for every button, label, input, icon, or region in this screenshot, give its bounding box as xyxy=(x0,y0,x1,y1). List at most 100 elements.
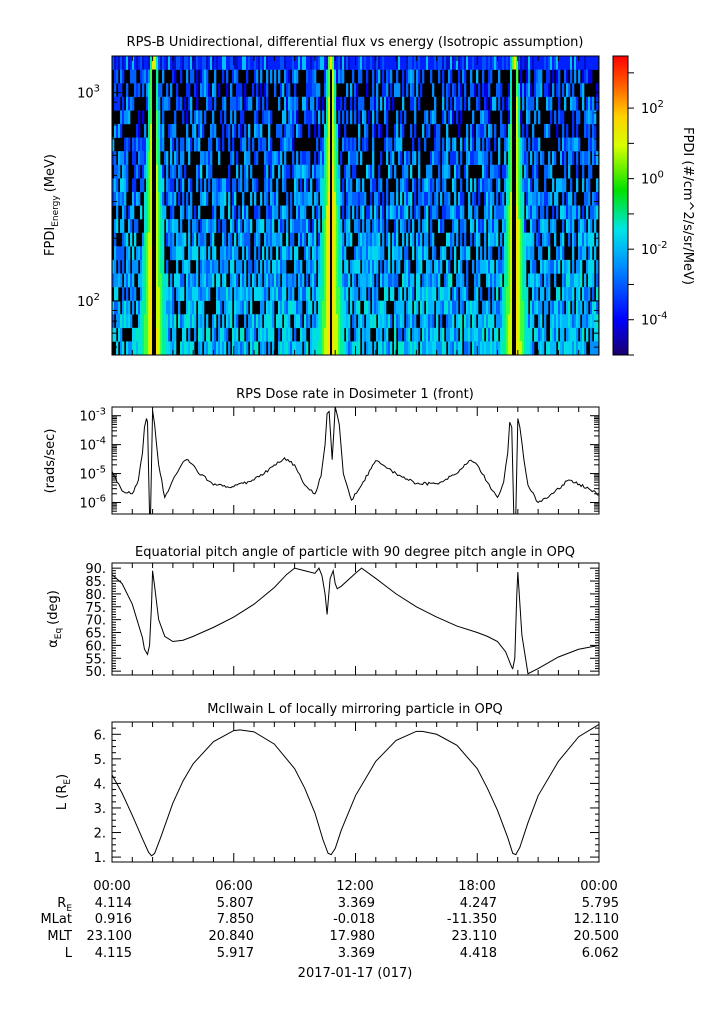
heat-cell xyxy=(296,123,299,138)
heat-cell xyxy=(402,178,405,193)
heat-cell xyxy=(454,219,457,233)
heat-cell xyxy=(432,151,435,166)
heat-cell xyxy=(170,273,173,288)
heat-cell xyxy=(186,273,189,288)
heat-cell xyxy=(204,259,207,274)
heat-cell xyxy=(278,69,281,84)
heat-cell xyxy=(256,123,259,138)
heat-cell xyxy=(450,96,453,111)
heat-cell xyxy=(426,232,429,247)
heat-cell xyxy=(468,341,471,355)
heat-cell xyxy=(138,300,141,315)
heat-cell xyxy=(140,137,143,152)
heat-cell xyxy=(160,246,163,261)
heat-cell xyxy=(366,205,369,220)
heat-cell xyxy=(332,232,335,247)
heat-cell xyxy=(448,205,451,220)
heat-cell xyxy=(424,314,427,329)
heat-cell xyxy=(556,69,559,84)
heat-cell xyxy=(220,287,223,301)
heat-cell xyxy=(272,327,275,342)
heat-cell xyxy=(140,341,143,355)
heat-cell xyxy=(572,314,575,329)
heat-cell xyxy=(286,83,289,98)
heat-cell xyxy=(346,300,349,315)
heat-cell xyxy=(294,300,297,315)
heat-cell xyxy=(450,205,453,220)
pitch-angle-panel: Equatorial pitch angle of particle with … xyxy=(46,545,600,680)
heat-cell xyxy=(562,219,565,233)
heat-cell xyxy=(568,232,571,247)
heat-cell xyxy=(310,273,313,288)
heat-cell xyxy=(156,232,159,247)
heat-cell xyxy=(528,327,531,342)
heat-cell xyxy=(158,300,161,315)
heat-cell xyxy=(432,300,435,315)
heat-cell xyxy=(548,259,551,274)
heat-cell xyxy=(166,191,169,206)
heat-cell xyxy=(474,151,477,166)
heat-cell xyxy=(476,246,479,261)
heat-cell xyxy=(266,246,269,261)
heat-cell xyxy=(520,83,523,98)
heat-cell xyxy=(506,137,509,152)
heat-cell xyxy=(354,273,357,288)
heat-cell xyxy=(158,191,161,206)
heat-cell xyxy=(234,314,237,329)
heat-cell xyxy=(452,56,455,70)
heat-cell xyxy=(588,56,591,70)
heat-cell xyxy=(498,164,501,179)
heat-cell xyxy=(138,110,141,125)
heat-cell xyxy=(134,219,137,233)
heat-cell xyxy=(576,205,579,220)
heat-cell xyxy=(210,151,213,166)
heat-cell xyxy=(240,110,243,125)
heat-cell xyxy=(180,178,183,193)
heat-cell xyxy=(170,151,173,166)
heat-cell xyxy=(312,205,315,220)
heat-cell xyxy=(170,205,173,220)
heat-cell xyxy=(364,300,367,315)
heat-cell xyxy=(268,300,271,315)
heat-cell xyxy=(346,232,349,247)
heat-cell xyxy=(240,300,243,315)
heat-cell xyxy=(588,151,591,166)
heat-cell xyxy=(386,259,389,274)
heat-cell xyxy=(372,259,375,274)
spectrogram-x-ticks xyxy=(111,56,600,355)
heat-cell xyxy=(528,205,531,220)
heat-cell xyxy=(180,137,183,152)
heat-cell xyxy=(312,56,315,70)
heat-cell xyxy=(566,56,569,70)
heat-cell xyxy=(568,205,571,220)
heat-cell xyxy=(342,273,345,288)
heat-cell xyxy=(298,219,301,233)
heat-cell xyxy=(428,327,431,342)
heat-cell xyxy=(162,205,165,220)
heat-cell xyxy=(252,273,255,288)
heat-cell xyxy=(294,164,297,179)
heat-cell xyxy=(142,178,145,193)
heat-cell xyxy=(448,273,451,288)
heat-cell xyxy=(462,246,465,261)
heat-cell xyxy=(334,327,337,342)
heat-cell xyxy=(590,137,593,152)
heat-cell xyxy=(306,191,309,206)
heat-cell xyxy=(402,205,405,220)
heat-cell xyxy=(374,300,377,315)
heat-cell xyxy=(122,164,125,179)
heat-cell xyxy=(586,69,589,84)
heat-cell xyxy=(482,164,485,179)
heat-cell xyxy=(484,83,487,98)
heat-cell xyxy=(178,287,181,301)
heat-cell xyxy=(266,178,269,193)
heat-cell xyxy=(504,123,507,138)
heat-cell xyxy=(534,259,537,274)
heat-cell xyxy=(410,69,413,84)
heat-cell xyxy=(386,96,389,111)
heat-cell xyxy=(316,164,319,179)
heat-cell xyxy=(276,151,279,166)
heat-cell xyxy=(484,300,487,315)
heat-cell xyxy=(382,300,385,315)
heat-cell xyxy=(376,287,379,301)
